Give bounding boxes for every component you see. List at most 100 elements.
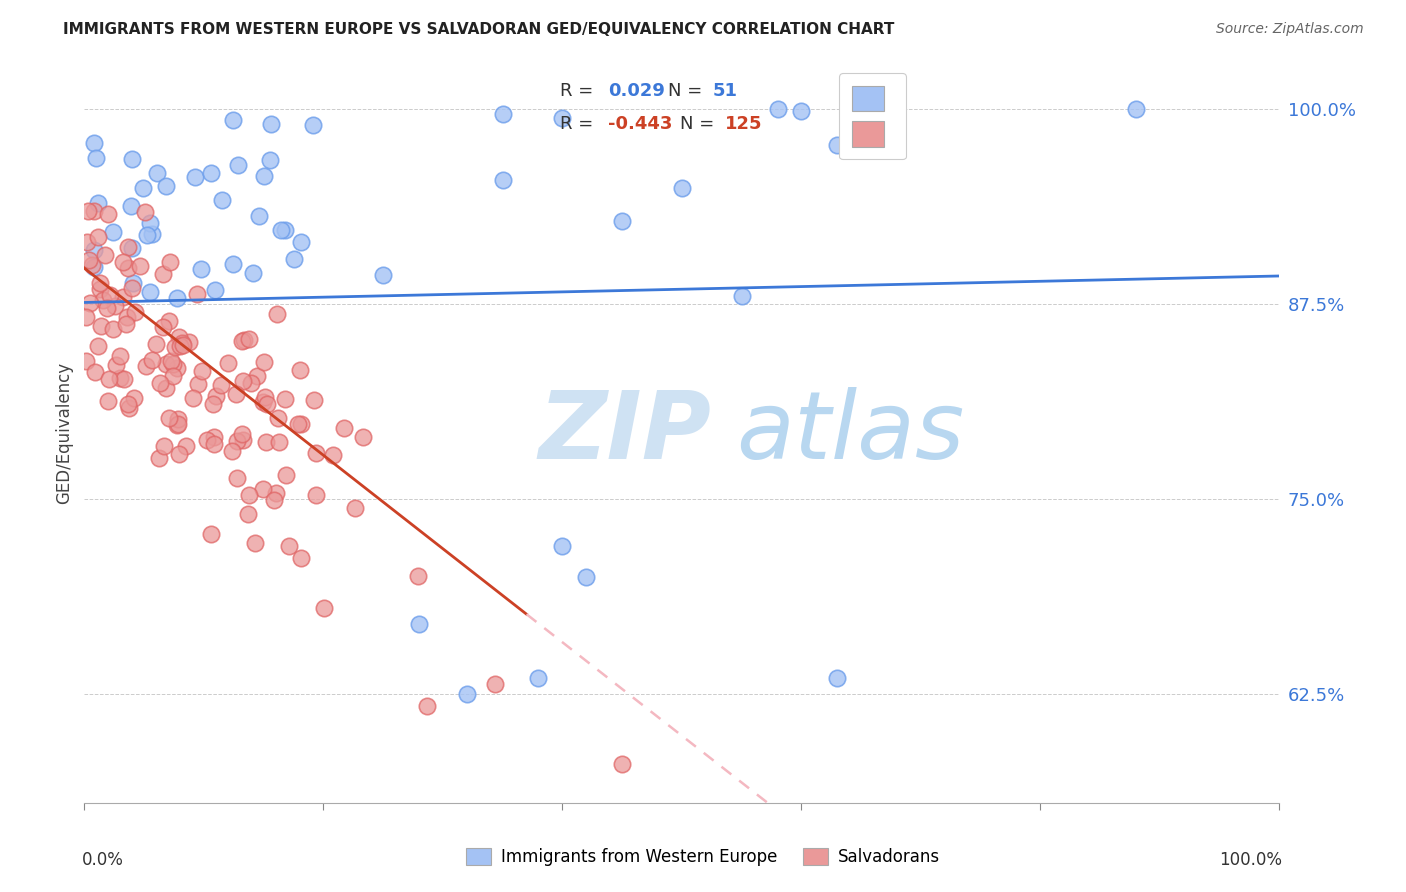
- Point: [290, 551, 312, 566]
- Point: [76, 203, 98, 218]
- Point: [288, 363, 311, 377]
- Point: [166, 417, 188, 432]
- Text: ZIP: ZIP: [538, 386, 711, 479]
- Point: [167, 417, 190, 431]
- Point: [148, 450, 170, 465]
- Legend: , : ,: [839, 73, 905, 160]
- Point: [232, 333, 254, 347]
- Text: N =: N =: [668, 81, 707, 100]
- Point: [221, 444, 243, 458]
- Point: [149, 376, 172, 390]
- Point: [492, 107, 515, 121]
- Point: [91, 293, 114, 308]
- Point: [170, 335, 193, 350]
- Point: [83, 203, 105, 218]
- Point: [166, 411, 188, 425]
- Point: [274, 223, 297, 237]
- Point: [373, 268, 395, 283]
- Point: [157, 314, 180, 328]
- Point: [322, 448, 344, 462]
- Point: [166, 360, 188, 375]
- Point: [314, 600, 336, 615]
- Point: [97, 394, 120, 409]
- Point: [153, 439, 176, 453]
- Point: [416, 698, 439, 713]
- Point: [87, 339, 110, 353]
- Point: [263, 493, 285, 508]
- Point: [105, 359, 128, 373]
- Point: [112, 254, 135, 268]
- Point: [155, 381, 177, 395]
- Point: [209, 377, 232, 392]
- Point: [104, 300, 127, 314]
- Point: [283, 252, 305, 266]
- Point: [186, 287, 208, 301]
- Point: [181, 391, 204, 405]
- Point: [139, 285, 162, 299]
- Point: [166, 291, 188, 305]
- Point: [290, 235, 312, 250]
- Point: [246, 368, 269, 383]
- Point: [204, 283, 226, 297]
- Point: [252, 395, 274, 409]
- Point: [344, 501, 367, 516]
- Point: [167, 447, 190, 461]
- Point: [183, 170, 205, 185]
- Point: [169, 339, 191, 353]
- Point: [270, 222, 292, 236]
- Point: [76, 235, 98, 249]
- Point: [191, 364, 214, 378]
- Point: [117, 397, 139, 411]
- Point: [110, 371, 132, 385]
- Point: [201, 397, 224, 411]
- Point: [98, 288, 121, 302]
- Point: [211, 193, 233, 207]
- Point: [83, 243, 105, 257]
- Point: [202, 430, 225, 444]
- Point: [79, 296, 101, 310]
- Point: [456, 687, 478, 701]
- Point: [305, 446, 328, 460]
- Point: [152, 267, 174, 281]
- Point: [108, 349, 131, 363]
- Point: [145, 336, 167, 351]
- Point: [121, 152, 143, 166]
- Point: [492, 173, 515, 187]
- Point: [159, 254, 181, 268]
- Point: [111, 290, 134, 304]
- Point: [163, 340, 186, 354]
- Point: [239, 376, 262, 390]
- Point: [87, 195, 110, 210]
- Text: -0.443: -0.443: [607, 115, 672, 133]
- Point: [97, 372, 120, 386]
- Point: [671, 181, 693, 195]
- Point: [121, 241, 143, 255]
- Point: [225, 387, 247, 401]
- Text: R =: R =: [560, 115, 599, 133]
- Point: [278, 539, 301, 553]
- Point: [238, 332, 260, 346]
- Point: [162, 357, 184, 371]
- Point: [290, 417, 312, 432]
- Point: [82, 258, 104, 272]
- Point: [301, 118, 323, 132]
- Point: [200, 526, 222, 541]
- Point: [226, 434, 249, 448]
- Point: [117, 260, 139, 275]
- Point: [89, 283, 111, 297]
- Point: [135, 227, 157, 242]
- Point: [217, 356, 239, 370]
- Point: [243, 535, 266, 549]
- Point: [112, 372, 135, 386]
- Point: [141, 352, 163, 367]
- Point: [827, 137, 849, 152]
- Point: [236, 507, 259, 521]
- Point: [174, 439, 197, 453]
- Point: [190, 261, 212, 276]
- Point: [256, 397, 278, 411]
- Point: [238, 488, 260, 502]
- Point: [90, 319, 112, 334]
- Point: [200, 166, 222, 180]
- Point: [172, 338, 194, 352]
- Point: [118, 401, 141, 415]
